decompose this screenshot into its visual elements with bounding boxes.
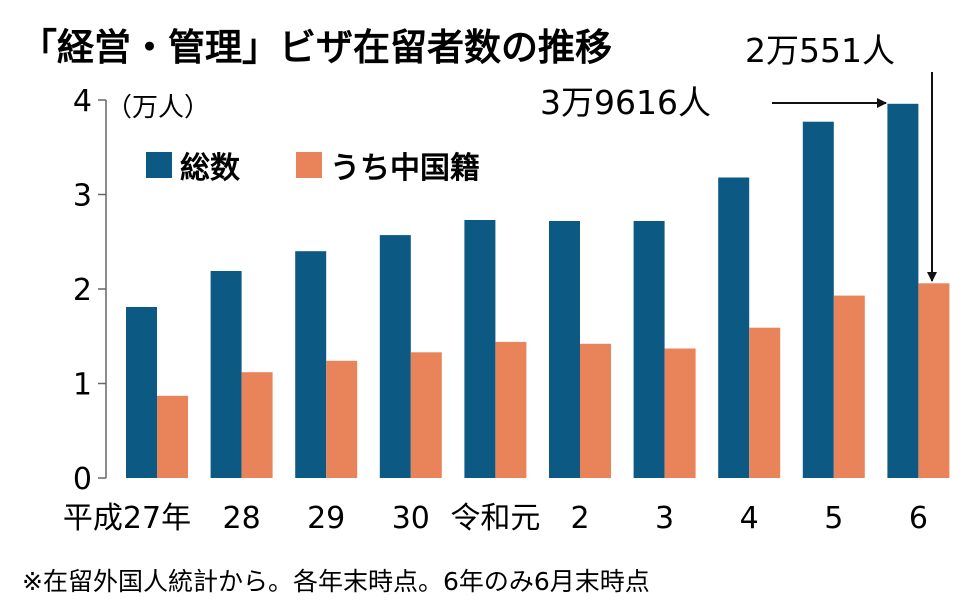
y-axis-unit-label: （万人） [106,93,210,123]
bar-total-3 [379,235,411,478]
x-tick-label-8: 5 [824,501,843,536]
bar-chinese-1 [241,372,273,478]
annotation-chinese-2024: 2万551人 [745,31,895,70]
bar-chinese-6 [664,348,696,478]
bar-total-2 [295,251,327,478]
bar-chinese-4 [495,341,527,478]
legend-label-chinese: うち中国籍 [330,151,480,186]
bar-total-1 [210,271,242,478]
x-tick-label-2: 29 [307,501,345,536]
y-tick-label-0: 0 [73,462,92,497]
bar-total-0 [126,307,157,478]
bar-chinese-0 [157,395,188,478]
bar-total-9 [887,103,919,479]
legend: 総数 うち中国籍 [146,151,480,186]
legend-swatch-total [146,152,172,178]
y-tick-label-2: 2 [73,273,92,308]
annotation-total-2024: 3万9616人 [540,83,711,122]
x-tick-label-5: 2 [570,501,589,536]
bar-total-7 [718,177,750,478]
bar-chinese-2 [326,360,358,478]
x-tick-label-6: 3 [655,501,674,536]
y-tick-label-3: 3 [73,179,92,214]
legend-swatch-chinese [296,152,322,178]
bar-total-4 [464,220,496,478]
bar-chinese-7 [749,327,781,478]
bar-chinese-9 [918,283,950,478]
x-tick-label-7: 4 [740,501,759,536]
y-tick-label-1: 1 [73,368,92,403]
bar-total-6 [633,221,665,478]
x-axis-labels: 平成27年 28 29 30 令和元 2 3 4 5 6 [63,501,928,536]
x-tick-label-4: 令和元 [450,501,540,536]
legend-label-total: 総数 [180,151,241,186]
x-tick-label-0: 平成27年 [63,501,191,536]
bars [126,103,950,479]
x-tick-label-9: 6 [909,501,928,536]
annotations: 2万551人 3万9616人 [540,31,937,282]
chart-title: 「経営・管理」ビザ在留者数の推移 [20,26,612,69]
bar-total-5 [549,221,580,478]
bar-chinese-8 [833,295,865,478]
x-tick-label-3: 30 [392,501,430,536]
y-axis-ticks: 0 1 2 3 4 [73,84,106,497]
y-tick-label-4: 4 [73,84,92,119]
bar-total-8 [802,121,834,478]
bar-chinese-5 [580,343,611,478]
x-tick-label-1: 28 [223,501,261,536]
bar-chinese-3 [410,352,442,478]
footnote: ※在留外国人統計から。各年末時点。6年のみ6月末時点 [22,567,650,596]
